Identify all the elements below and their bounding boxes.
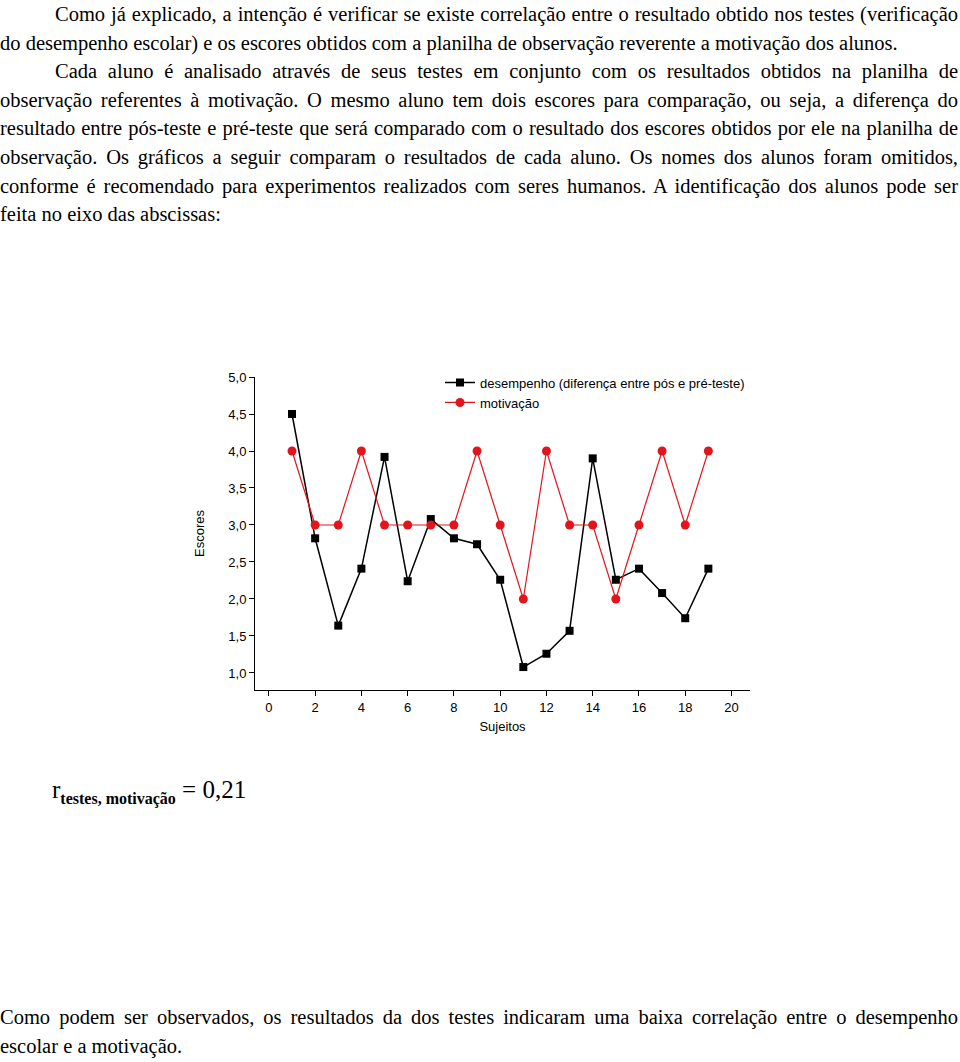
html-text:Como já explicado, a intenção: Como já explicado, a intenção é verifica…: [0, 3, 958, 54]
svg-text:desempenho (diferença entre pó: desempenho (diferença entre pós e pré-te…: [480, 376, 745, 391]
svg-text:2,5: 2,5: [228, 555, 246, 570]
svg-text:12: 12: [539, 700, 553, 715]
svg-text:motivação: motivação: [480, 396, 539, 411]
html-text:rtestes, motivação= 0,21: rtestes, motivação= 0,21: [52, 776, 247, 807]
svg-text:5,0: 5,0: [228, 370, 246, 385]
html-text:Cada aluno é analisado através: Cada aluno é analisado através de seus t…: [0, 60, 958, 226]
svg-text:4,0: 4,0: [228, 444, 246, 459]
svg-text:1,0: 1,0: [228, 666, 246, 681]
svg-text:6: 6: [404, 700, 411, 715]
svg-text:20: 20: [724, 700, 738, 715]
svg-text:8: 8: [450, 700, 457, 715]
svg-text:4,5: 4,5: [228, 407, 246, 422]
svg-text:Escores: Escores: [192, 510, 207, 557]
svg-text:18: 18: [678, 700, 692, 715]
svg-text:3,5: 3,5: [228, 481, 246, 496]
svg-text:10: 10: [493, 700, 507, 715]
svg-text:4: 4: [358, 700, 365, 715]
svg-text:16: 16: [632, 700, 646, 715]
svg-text:1,5: 1,5: [228, 629, 246, 644]
svg-text:3,0: 3,0: [228, 518, 246, 533]
svg-text:0: 0: [265, 700, 272, 715]
svg-text:2: 2: [312, 700, 319, 715]
svg-text:Sujeitos: Sujeitos: [479, 719, 526, 734]
svg-text:2,0: 2,0: [228, 592, 246, 607]
html-text:Como podem ser observados, os: Como podem ser observados, os resultados…: [0, 1006, 958, 1057]
svg-text:14: 14: [585, 700, 599, 715]
